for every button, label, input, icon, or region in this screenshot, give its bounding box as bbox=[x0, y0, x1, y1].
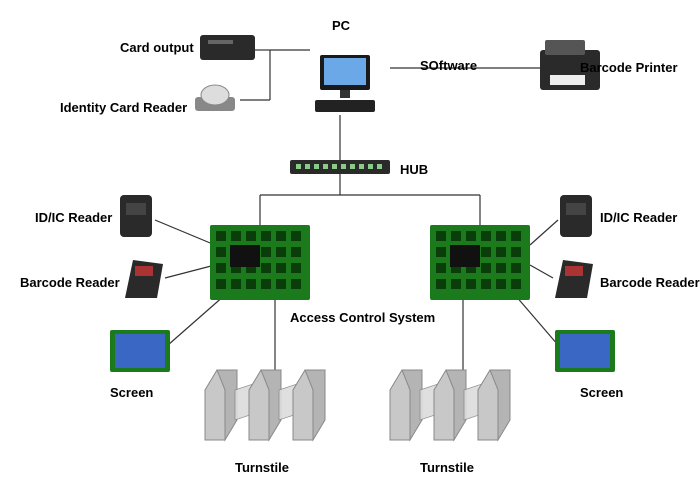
label-barcode-printer: Barcode Printer bbox=[580, 60, 678, 75]
label-card-output: Card output bbox=[120, 40, 194, 55]
label-access-control: Access Control System bbox=[290, 310, 435, 325]
label-idic-r: ID/IC Reader bbox=[600, 210, 677, 225]
label-id-card-reader: Identity Card Reader bbox=[60, 100, 187, 115]
label-turnstile-l: Turnstile bbox=[235, 460, 289, 475]
label-screen-l: Screen bbox=[110, 385, 153, 400]
label-turnstile-r: Turnstile bbox=[420, 460, 474, 475]
label-hub: HUB bbox=[400, 162, 428, 177]
label-barcode-r: Barcode Reader bbox=[600, 275, 700, 290]
label-screen-r: Screen bbox=[580, 385, 623, 400]
diagram-canvas bbox=[0, 0, 700, 500]
label-pc: PC bbox=[332, 18, 350, 33]
label-software: SOftware bbox=[420, 58, 477, 73]
label-barcode-l: Barcode Reader bbox=[20, 275, 120, 290]
label-idic-l: ID/IC Reader bbox=[35, 210, 112, 225]
